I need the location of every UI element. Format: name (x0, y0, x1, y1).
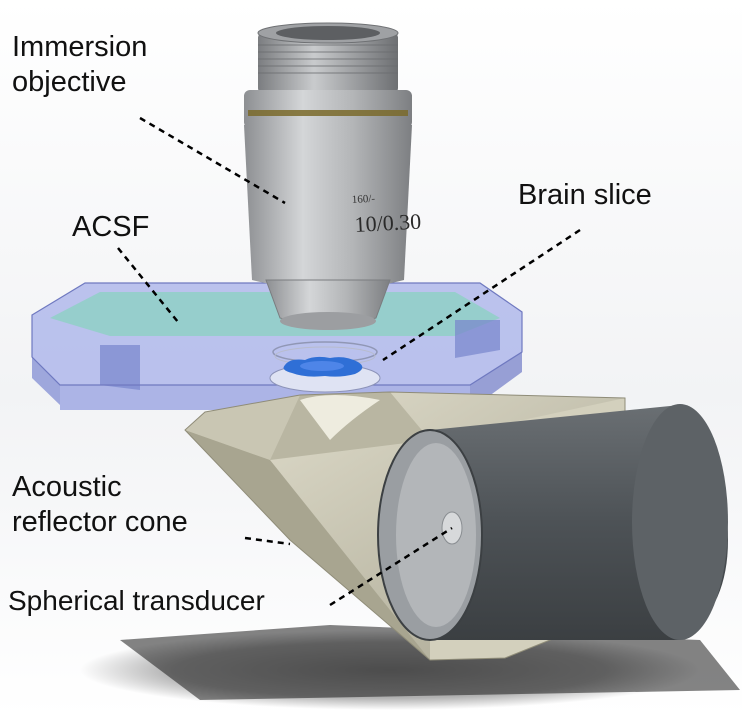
immersion-objective (244, 22, 412, 330)
brain-slice-well (269, 341, 381, 393)
spherical-transducer-housing (377, 404, 728, 641)
leader-lines (117, 116, 581, 607)
label-reflector-line1: Acoustic (12, 471, 122, 503)
label-spherical-transducer: Spherical transducer (8, 585, 265, 616)
objective-marking-line1: 160/- (352, 193, 376, 206)
leader-acsf (117, 247, 179, 323)
label-immersion-objective-line2: objective (12, 65, 127, 98)
label-immersion-objective-line1: Immersion (12, 31, 148, 63)
label-acoustic-reflector-cone: Acoustic reflector cone (12, 470, 188, 540)
label-acsf: ACSF (72, 211, 150, 243)
leader-reflector (244, 536, 291, 546)
label-reflector-line2: reflector cone (12, 505, 188, 538)
leader-transducer (329, 526, 453, 607)
label-immersion-objective: Immersion objective (12, 30, 147, 100)
label-brain-slice: Brain slice (518, 179, 652, 211)
ground-shadow (80, 625, 740, 710)
objective-marking-line2: 10/0.30 (354, 209, 422, 237)
objective-engraving: 160/- 10/0.30 (352, 193, 422, 237)
